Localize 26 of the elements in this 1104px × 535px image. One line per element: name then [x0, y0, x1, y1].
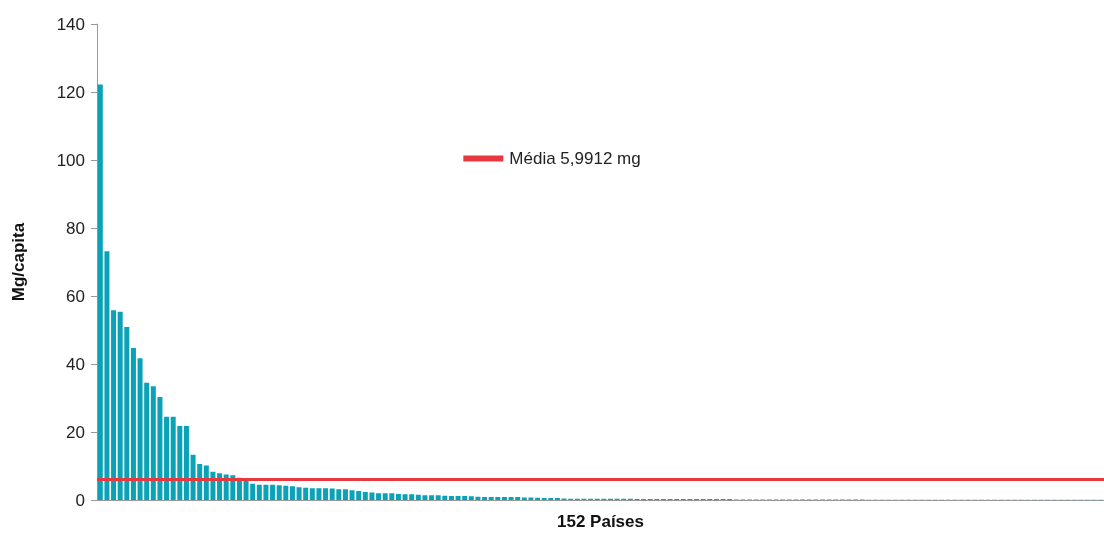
legend-label: Média 5,9912 mg [509, 149, 641, 168]
y-tick-label: 60 [66, 286, 85, 306]
y-tick-label: 140 [56, 14, 85, 34]
y-tick-label: 20 [66, 422, 85, 442]
bar [554, 498, 560, 501]
y-tick-label: 120 [56, 82, 85, 102]
bar [342, 489, 348, 501]
bar [482, 497, 488, 501]
bar [130, 348, 136, 501]
bar [395, 493, 401, 501]
y-tick-label: 100 [56, 150, 85, 170]
bar [164, 416, 170, 501]
bar [323, 488, 329, 501]
bar [289, 486, 295, 501]
y-tick-label: 0 [75, 490, 85, 510]
bar [111, 310, 117, 501]
bar [376, 493, 382, 501]
x-axis-title: 152 Países [557, 512, 644, 531]
bar [448, 496, 454, 501]
y-axis-title: Mg/capita [9, 222, 28, 302]
bar [183, 425, 189, 501]
bar [270, 484, 276, 501]
bar [429, 495, 435, 501]
y-tick-label: 80 [66, 218, 85, 238]
y-tick-label: 40 [66, 354, 85, 374]
bar [501, 497, 507, 501]
